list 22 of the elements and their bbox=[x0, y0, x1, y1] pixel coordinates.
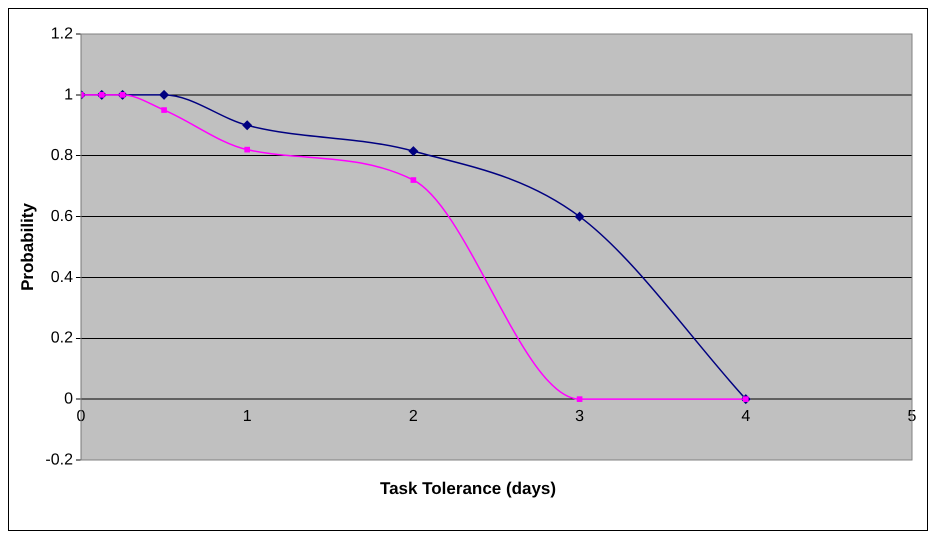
point bbox=[161, 107, 167, 113]
y-tick-label: 0.6 bbox=[50, 208, 74, 225]
y-tick-label: -0.2 bbox=[45, 451, 74, 468]
point bbox=[242, 120, 252, 130]
y-tick-label: 0.8 bbox=[50, 147, 74, 164]
point bbox=[576, 396, 582, 402]
point bbox=[159, 90, 170, 100]
y-tick-label: 1 bbox=[64, 86, 74, 104]
x-tick-label: 4 bbox=[741, 408, 750, 426]
x-tick-label: 2 bbox=[408, 408, 418, 426]
point bbox=[574, 212, 585, 222]
y-tick-label: 0 bbox=[64, 390, 74, 408]
x-tick-label: 3 bbox=[575, 408, 584, 426]
y-tick-label: 0.4 bbox=[50, 268, 74, 286]
y-tick-label: 0.2 bbox=[50, 330, 74, 347]
y-tick-label: 1.2 bbox=[50, 25, 74, 42]
point bbox=[408, 146, 418, 156]
x-axis-title: Task Tolerance (days) bbox=[378, 479, 558, 499]
point bbox=[410, 177, 416, 183]
y-axis-title: Probability bbox=[18, 202, 37, 291]
x-tick-label: 1 bbox=[242, 408, 252, 426]
point bbox=[244, 146, 250, 152]
